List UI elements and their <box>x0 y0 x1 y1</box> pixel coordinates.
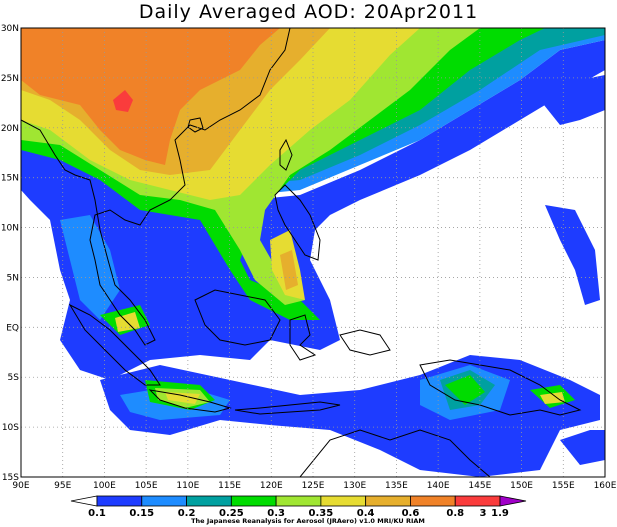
lon-tick-label: 135E <box>385 481 408 491</box>
coast-lesser-sunda <box>234 401 341 415</box>
lon-tick-label: 120E <box>260 481 283 491</box>
colorbar-box <box>320 495 367 507</box>
aod-region-blue-e <box>545 205 600 305</box>
coast-philippines <box>274 184 321 261</box>
lon-tick-label: 115E <box>218 481 241 491</box>
lon-tick-label: 150E <box>510 481 533 491</box>
coast-sulawesi <box>289 314 317 361</box>
plot-frame <box>20 27 606 478</box>
lat-tick-label: 30N <box>1 24 19 34</box>
aod-region-yellow-5 <box>540 392 565 404</box>
lon-tick-label: 125E <box>302 481 325 491</box>
lon-tick-label: 140E <box>427 481 450 491</box>
lat-tick-label: 5N <box>7 273 19 283</box>
coast-taiwan <box>279 138 293 171</box>
colorbar-label: 0.35 <box>309 508 334 519</box>
colorbar-box <box>454 495 501 507</box>
lat-tick-label: 10S <box>2 423 19 433</box>
aod-region-orange <box>21 28 280 165</box>
lat-tick-label: 25N <box>1 74 19 84</box>
colorbar-box <box>410 495 456 507</box>
aod-region-green-4 <box>445 375 485 405</box>
aod-field <box>21 28 605 477</box>
grid-lines <box>21 28 605 477</box>
lat-tick-label: 10N <box>1 224 19 234</box>
colorbar-label: 0.8 <box>446 508 464 519</box>
lon-tick-label: 145E <box>468 481 491 491</box>
colorbar-box <box>230 495 277 507</box>
colorbar-label: 0.25 <box>219 508 244 519</box>
lat-tick-label: EQ <box>6 323 19 333</box>
colorbar: 0.1 0.15 0.2 0.25 0.3 0.35 0.4 0.6 0.8 1.9 3 <box>70 495 527 519</box>
aod-region-blue-ne <box>540 75 605 125</box>
lon-tick-label: 155E <box>552 481 575 491</box>
colorbar-label: 0.2 <box>178 508 196 519</box>
colorbar-label: 0.1 <box>88 508 106 519</box>
coastlines <box>21 28 582 477</box>
coast-newguinea <box>419 359 582 416</box>
coast-sumatra <box>68 303 161 386</box>
lon-tick-label: 90E <box>12 481 29 491</box>
lat-tick-label: 20N <box>1 124 19 134</box>
lon-tick-label: 130E <box>343 481 366 491</box>
lon-axis: 90E 95E 100E 105E 110E 115E 120E 125E 130E 135E 14… <box>12 481 616 491</box>
lat-tick-label: 5S <box>8 373 20 383</box>
coast-hainan <box>187 117 204 133</box>
lon-tick-label: 110E <box>176 481 199 491</box>
aod-region-blue <box>21 40 605 380</box>
colorbar-box <box>186 495 232 507</box>
aod-region-yellow-4 <box>165 392 200 404</box>
coast-australia <box>299 429 491 477</box>
colorbar-box <box>96 495 143 507</box>
credit-text: The Japanese Reanalysis for Aerosol (JRA… <box>191 517 425 525</box>
coast-java <box>148 389 232 413</box>
colorbar-label: 0.15 <box>129 508 154 519</box>
colorbar-label: 0.3 <box>267 508 285 519</box>
colorbar-label: 1.9 <box>491 508 509 519</box>
colorbar-label: 0.4 <box>357 508 375 519</box>
lon-tick-label: 95E <box>54 481 71 491</box>
coast-maluku <box>339 329 391 356</box>
lat-axis: 30N 25N 20N 15N 10N 5N EQ 5S 10S 15S <box>1 24 19 483</box>
lon-tick-label: 160E <box>594 481 617 491</box>
coast-borneo <box>194 289 281 346</box>
lat-tick-label: 15S <box>2 473 19 483</box>
coast-mainland <box>21 28 291 346</box>
aod-region-red <box>113 90 133 112</box>
map-title: Daily Averaged AOD: 20Apr2011 <box>138 1 479 23</box>
lat-tick-label: 15N <box>1 174 19 184</box>
colorbar-label: 3 <box>480 508 487 519</box>
colorbar-max-triangle <box>499 495 527 507</box>
lon-tick-label: 105E <box>135 481 158 491</box>
colorbar-box <box>141 495 187 507</box>
colorbar-box <box>365 495 411 507</box>
colorbar-box <box>275 495 322 507</box>
aod-region-blue-se <box>560 430 605 465</box>
colorbar-min-triangle <box>70 495 98 507</box>
aod-region-lightorange-2 <box>280 250 298 290</box>
lon-tick-label: 100E <box>93 481 116 491</box>
colorbar-label: 0.6 <box>402 508 420 519</box>
aod-region-lightblue-2 <box>60 215 120 320</box>
